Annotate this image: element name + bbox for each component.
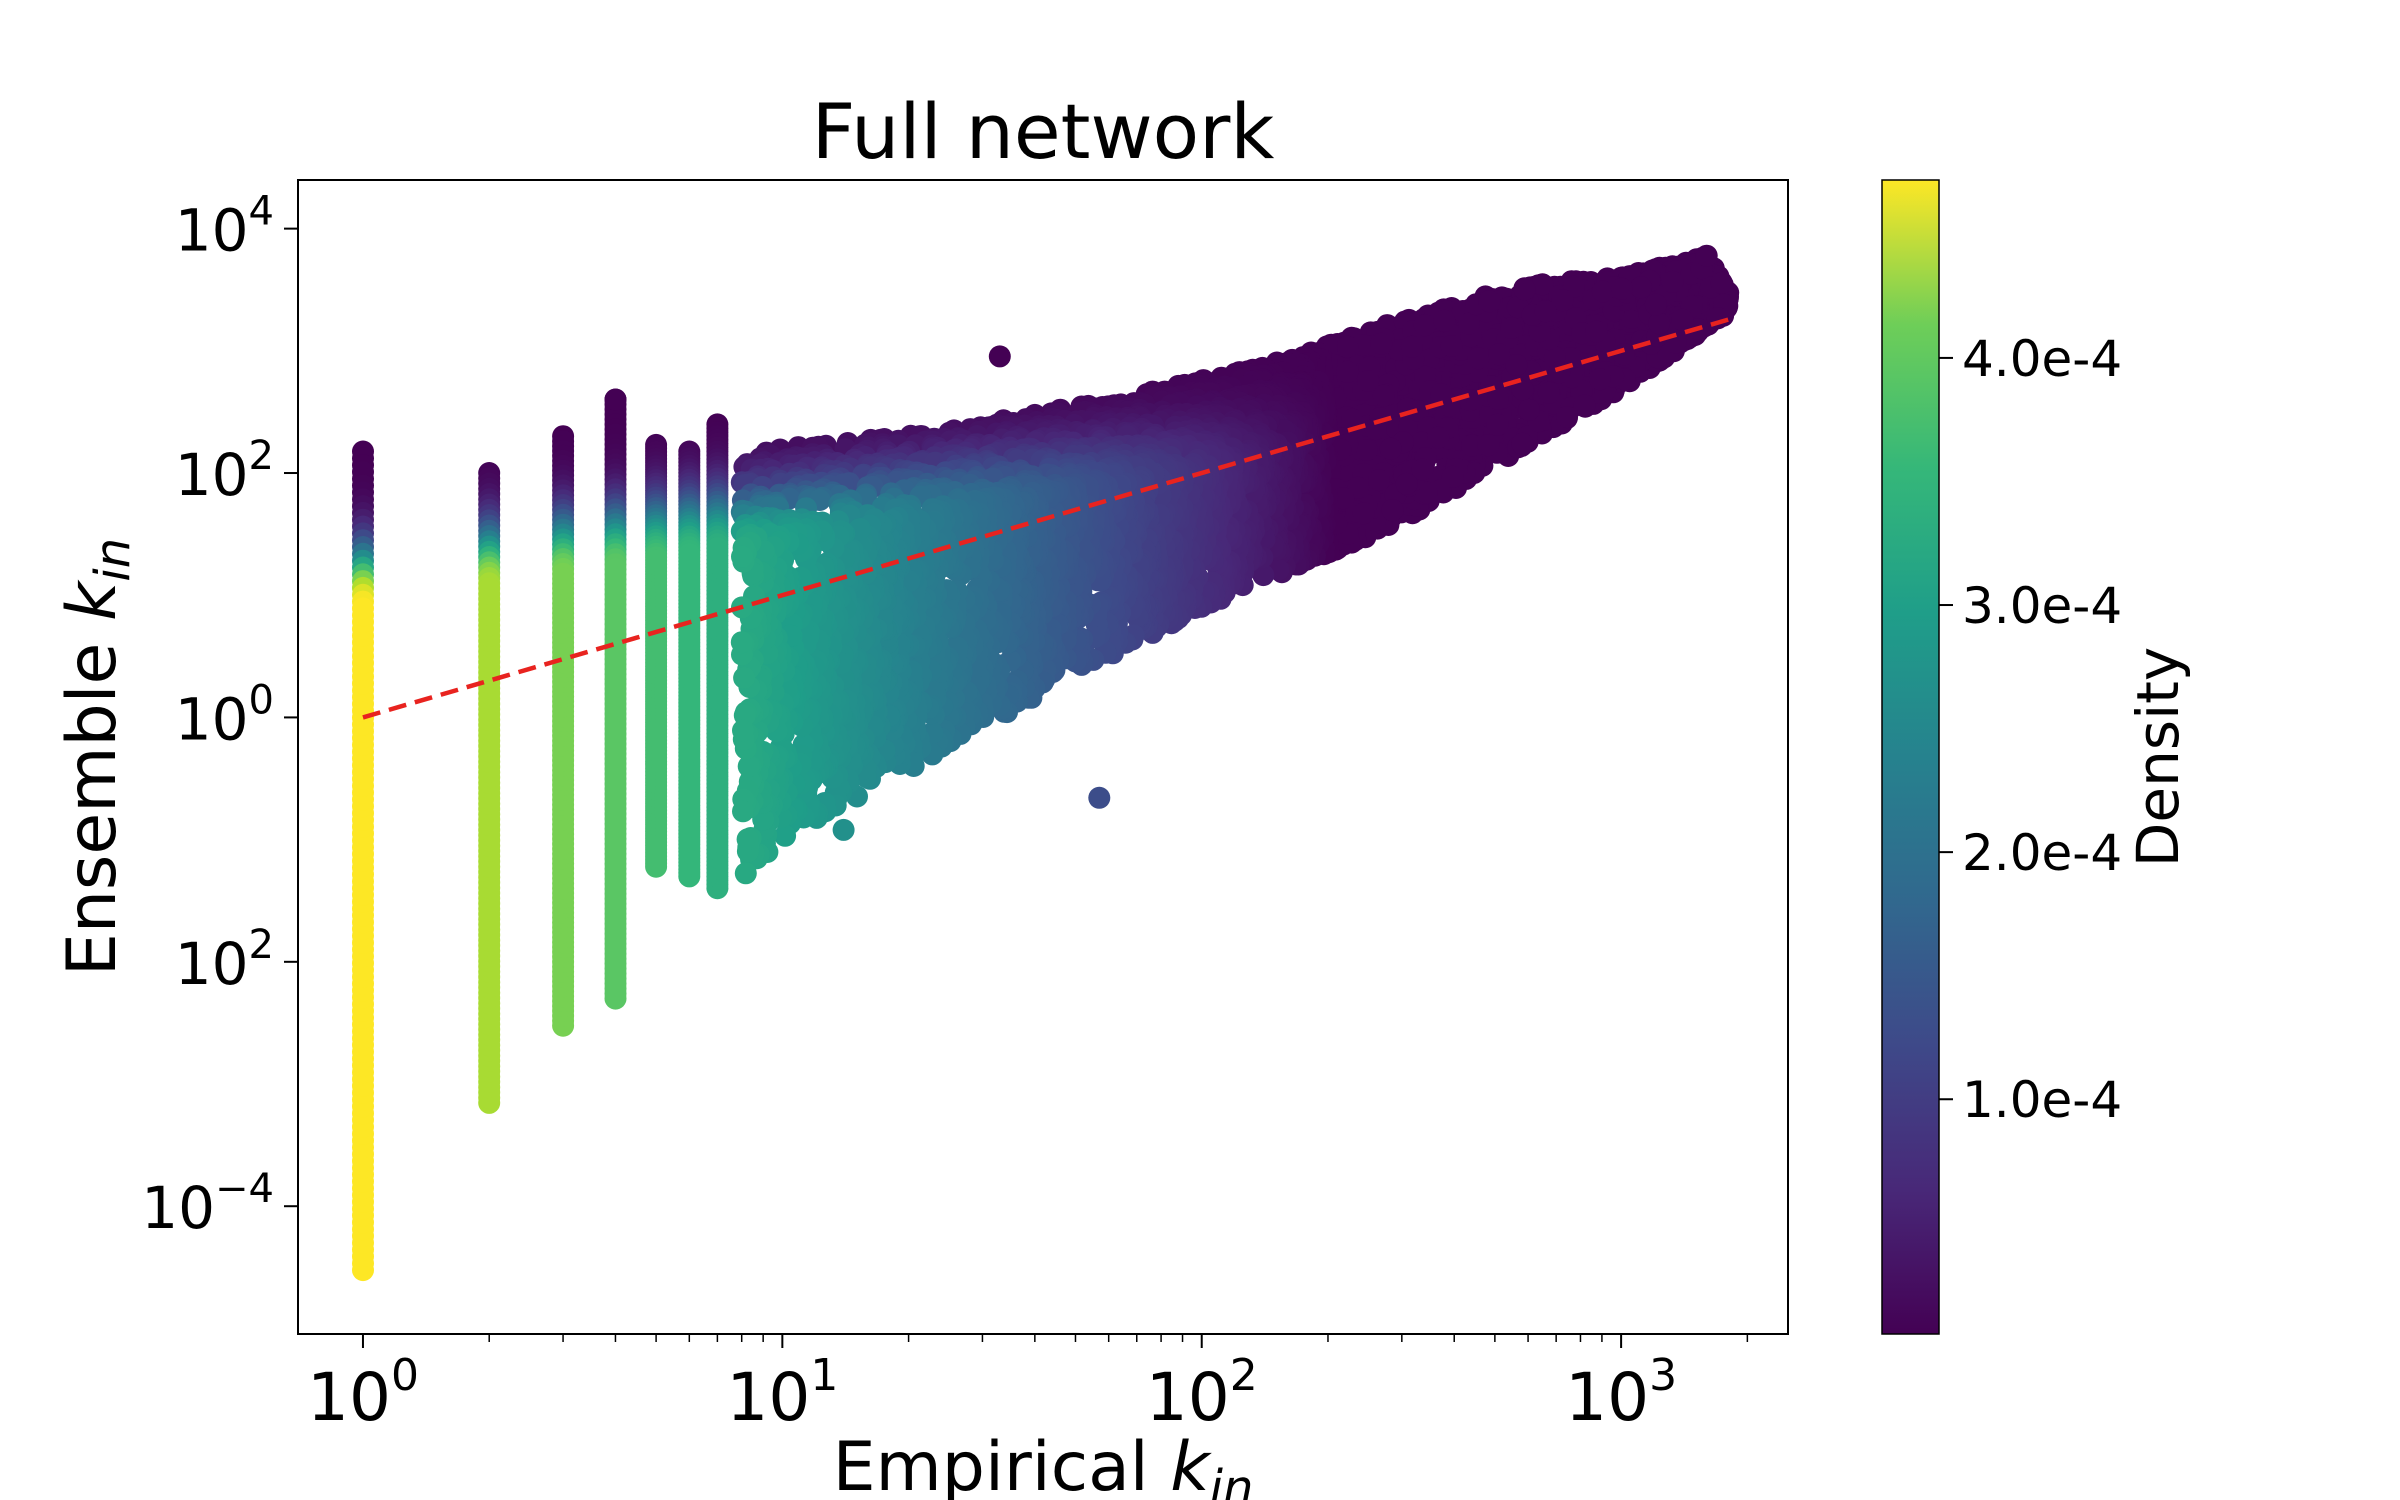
data-point (1486, 413, 1509, 436)
data-point (1630, 276, 1653, 299)
data-point (1372, 384, 1395, 407)
data-point (1511, 432, 1534, 455)
data-point (1478, 290, 1501, 313)
data-point (1427, 426, 1450, 449)
data-point (1661, 270, 1684, 293)
data-point (1585, 320, 1608, 343)
plot-area (352, 244, 1740, 1282)
data-point (1368, 469, 1390, 492)
data-point (1355, 439, 1378, 461)
data-point (1440, 335, 1463, 357)
data-point (1537, 381, 1560, 404)
data-point (1352, 502, 1375, 525)
data-point (1395, 472, 1418, 495)
data-point (1588, 368, 1611, 391)
data-point (1336, 335, 1359, 358)
data-point (1370, 332, 1393, 355)
data-point (1644, 293, 1667, 316)
data-point (1591, 280, 1614, 303)
data-point (1513, 278, 1536, 301)
data-point (1336, 360, 1359, 383)
data-point (1671, 308, 1694, 331)
data-point (1710, 271, 1733, 294)
data-point (1413, 314, 1436, 337)
data-point (1381, 499, 1404, 522)
data-point (1433, 309, 1456, 332)
data-point (1477, 434, 1500, 457)
data-point (1467, 347, 1490, 370)
data-points (352, 244, 1740, 1282)
data-point (1556, 406, 1578, 429)
data-point (1488, 343, 1511, 366)
data-point (1500, 317, 1523, 339)
data-point (1518, 398, 1540, 421)
data-point (1648, 312, 1671, 335)
data-point (1487, 388, 1509, 410)
data-point (1400, 335, 1423, 358)
data-point (1379, 437, 1402, 460)
data-point (1441, 465, 1464, 488)
chart-title: Full network (812, 87, 1275, 176)
data-point (1534, 300, 1557, 323)
data-point (1610, 277, 1633, 300)
data-point (1458, 312, 1480, 335)
